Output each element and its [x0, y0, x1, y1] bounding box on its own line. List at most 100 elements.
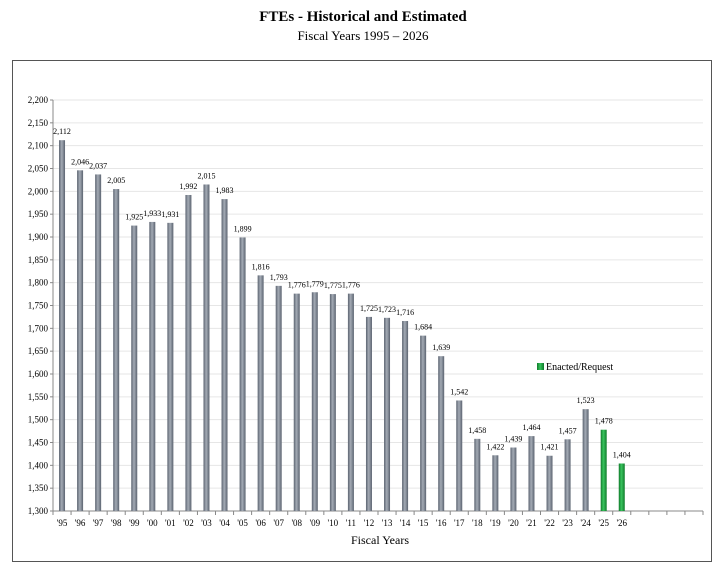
- x-tick-label: '99: [129, 518, 140, 528]
- x-tick-label: '09: [309, 518, 320, 528]
- bar-value-label: 1,899: [234, 224, 252, 233]
- x-tick-label: '24: [580, 518, 591, 528]
- bar-actual: [95, 174, 102, 512]
- x-tick-label: '13: [382, 518, 393, 528]
- bar-enacted: [618, 463, 625, 511]
- bar-actual: [275, 285, 282, 511]
- bar-value-label: 1,925: [125, 213, 143, 222]
- chart-frame: [12, 60, 712, 562]
- x-tick-label: '18: [472, 518, 483, 528]
- x-tick-label: '15: [418, 518, 429, 528]
- bar-actual: [149, 221, 156, 511]
- bar-value-label: 1,775: [324, 281, 342, 290]
- bar-value-label: 1,404: [613, 451, 631, 460]
- x-tick-label: '07: [273, 518, 284, 528]
- x-tick-label: '19: [490, 518, 501, 528]
- x-tick-label: '16: [436, 518, 447, 528]
- bar-enacted: [600, 429, 607, 511]
- y-tick-label: 1,850: [28, 255, 49, 265]
- bar-value-label: 2,112: [53, 127, 71, 136]
- x-tick-label: '97: [93, 518, 104, 528]
- y-tick-label: 1,300: [28, 506, 49, 516]
- legend-swatch-enacted: [537, 363, 544, 370]
- bar-actual: [365, 316, 372, 511]
- bar-value-label: 1,639: [432, 343, 450, 352]
- bar-actual: [329, 294, 336, 511]
- x-tick-label: '02: [183, 518, 194, 528]
- bar-actual: [492, 455, 499, 511]
- bar-actual: [347, 293, 354, 511]
- bar-actual: [510, 447, 517, 511]
- bar-actual: [77, 170, 84, 511]
- bar-actual: [582, 409, 589, 511]
- y-tick-label: 1,400: [28, 460, 49, 470]
- x-axis-label: Fiscal Years: [351, 533, 409, 547]
- legend-label-enacted: Enacted/Request: [546, 362, 613, 373]
- bar-actual: [167, 222, 174, 512]
- y-tick-label: 2,150: [28, 118, 49, 128]
- bar-actual: [185, 194, 192, 511]
- bar-actual: [564, 439, 571, 511]
- bar-actual: [438, 356, 445, 511]
- x-tick-label: '08: [291, 518, 302, 528]
- x-tick-label: '22: [544, 518, 555, 528]
- x-tick-label: '21: [526, 518, 537, 528]
- x-tick-label: '03: [201, 518, 212, 528]
- x-tick-label: '26: [616, 518, 627, 528]
- bar-value-label: 2,005: [107, 176, 125, 185]
- x-tick-label: '20: [508, 518, 519, 528]
- bar-value-label: 1,478: [595, 417, 613, 426]
- x-tick-label: '96: [75, 518, 86, 528]
- bar-actual: [221, 199, 228, 511]
- bar-value-label: 1,816: [252, 262, 270, 271]
- bar-actual: [293, 293, 300, 511]
- bar-value-label: 1,421: [541, 443, 559, 452]
- y-tick-label: 1,650: [28, 346, 49, 356]
- bar-value-label: 1,793: [270, 273, 288, 282]
- bar-value-label: 2,037: [89, 161, 107, 170]
- chart-title: FTEs - Historical and Estimated: [259, 9, 467, 25]
- y-tick-label: 2,050: [28, 164, 49, 174]
- bar-value-label: 1,542: [450, 387, 468, 396]
- x-tick-label: '95: [57, 518, 68, 528]
- bar-actual: [402, 321, 409, 511]
- y-tick-label: 2,200: [28, 95, 49, 105]
- y-tick-label: 2,100: [28, 141, 49, 151]
- bar-actual: [203, 184, 210, 511]
- bar-actual: [239, 237, 246, 511]
- bar-actual: [131, 225, 138, 512]
- bar-actual: [456, 400, 463, 511]
- bar-value-label: 1,992: [179, 182, 197, 191]
- bar-value-label: 1,523: [577, 396, 595, 405]
- x-tick-label: '98: [111, 518, 122, 528]
- bar-value-label: 1,723: [378, 305, 396, 314]
- y-tick-label: 1,950: [28, 209, 49, 219]
- x-tick-label: '14: [400, 518, 411, 528]
- bar-value-label: 1,776: [342, 281, 360, 290]
- x-tick-label: '25: [598, 518, 609, 528]
- bar-actual: [474, 438, 481, 511]
- y-tick-label: 1,800: [28, 278, 49, 288]
- bar-actual: [311, 292, 318, 511]
- y-tick-label: 1,900: [28, 232, 49, 242]
- bar-value-label: 1,779: [306, 279, 324, 288]
- x-tick-label: '00: [147, 518, 158, 528]
- bar-value-label: 1,457: [559, 426, 577, 435]
- bar-value-label: 1,422: [486, 442, 504, 451]
- bar-actual: [528, 436, 535, 511]
- y-tick-label: 1,450: [28, 438, 49, 448]
- x-tick-label: '11: [346, 518, 356, 528]
- x-tick-label: '17: [454, 518, 465, 528]
- x-tick-label: '06: [255, 518, 266, 528]
- x-tick-label: '23: [562, 518, 573, 528]
- bar-actual: [384, 317, 391, 511]
- bar-actual: [420, 335, 427, 511]
- x-tick-label: '01: [165, 518, 176, 528]
- bar-value-label: 1,776: [288, 281, 306, 290]
- bar-value-label: 1,933: [143, 209, 161, 218]
- bar-value-label: 1,725: [360, 304, 378, 313]
- bar-value-label: 1,931: [161, 210, 179, 219]
- bar-value-label: 1,716: [396, 308, 414, 317]
- y-tick-label: 2,000: [28, 186, 49, 196]
